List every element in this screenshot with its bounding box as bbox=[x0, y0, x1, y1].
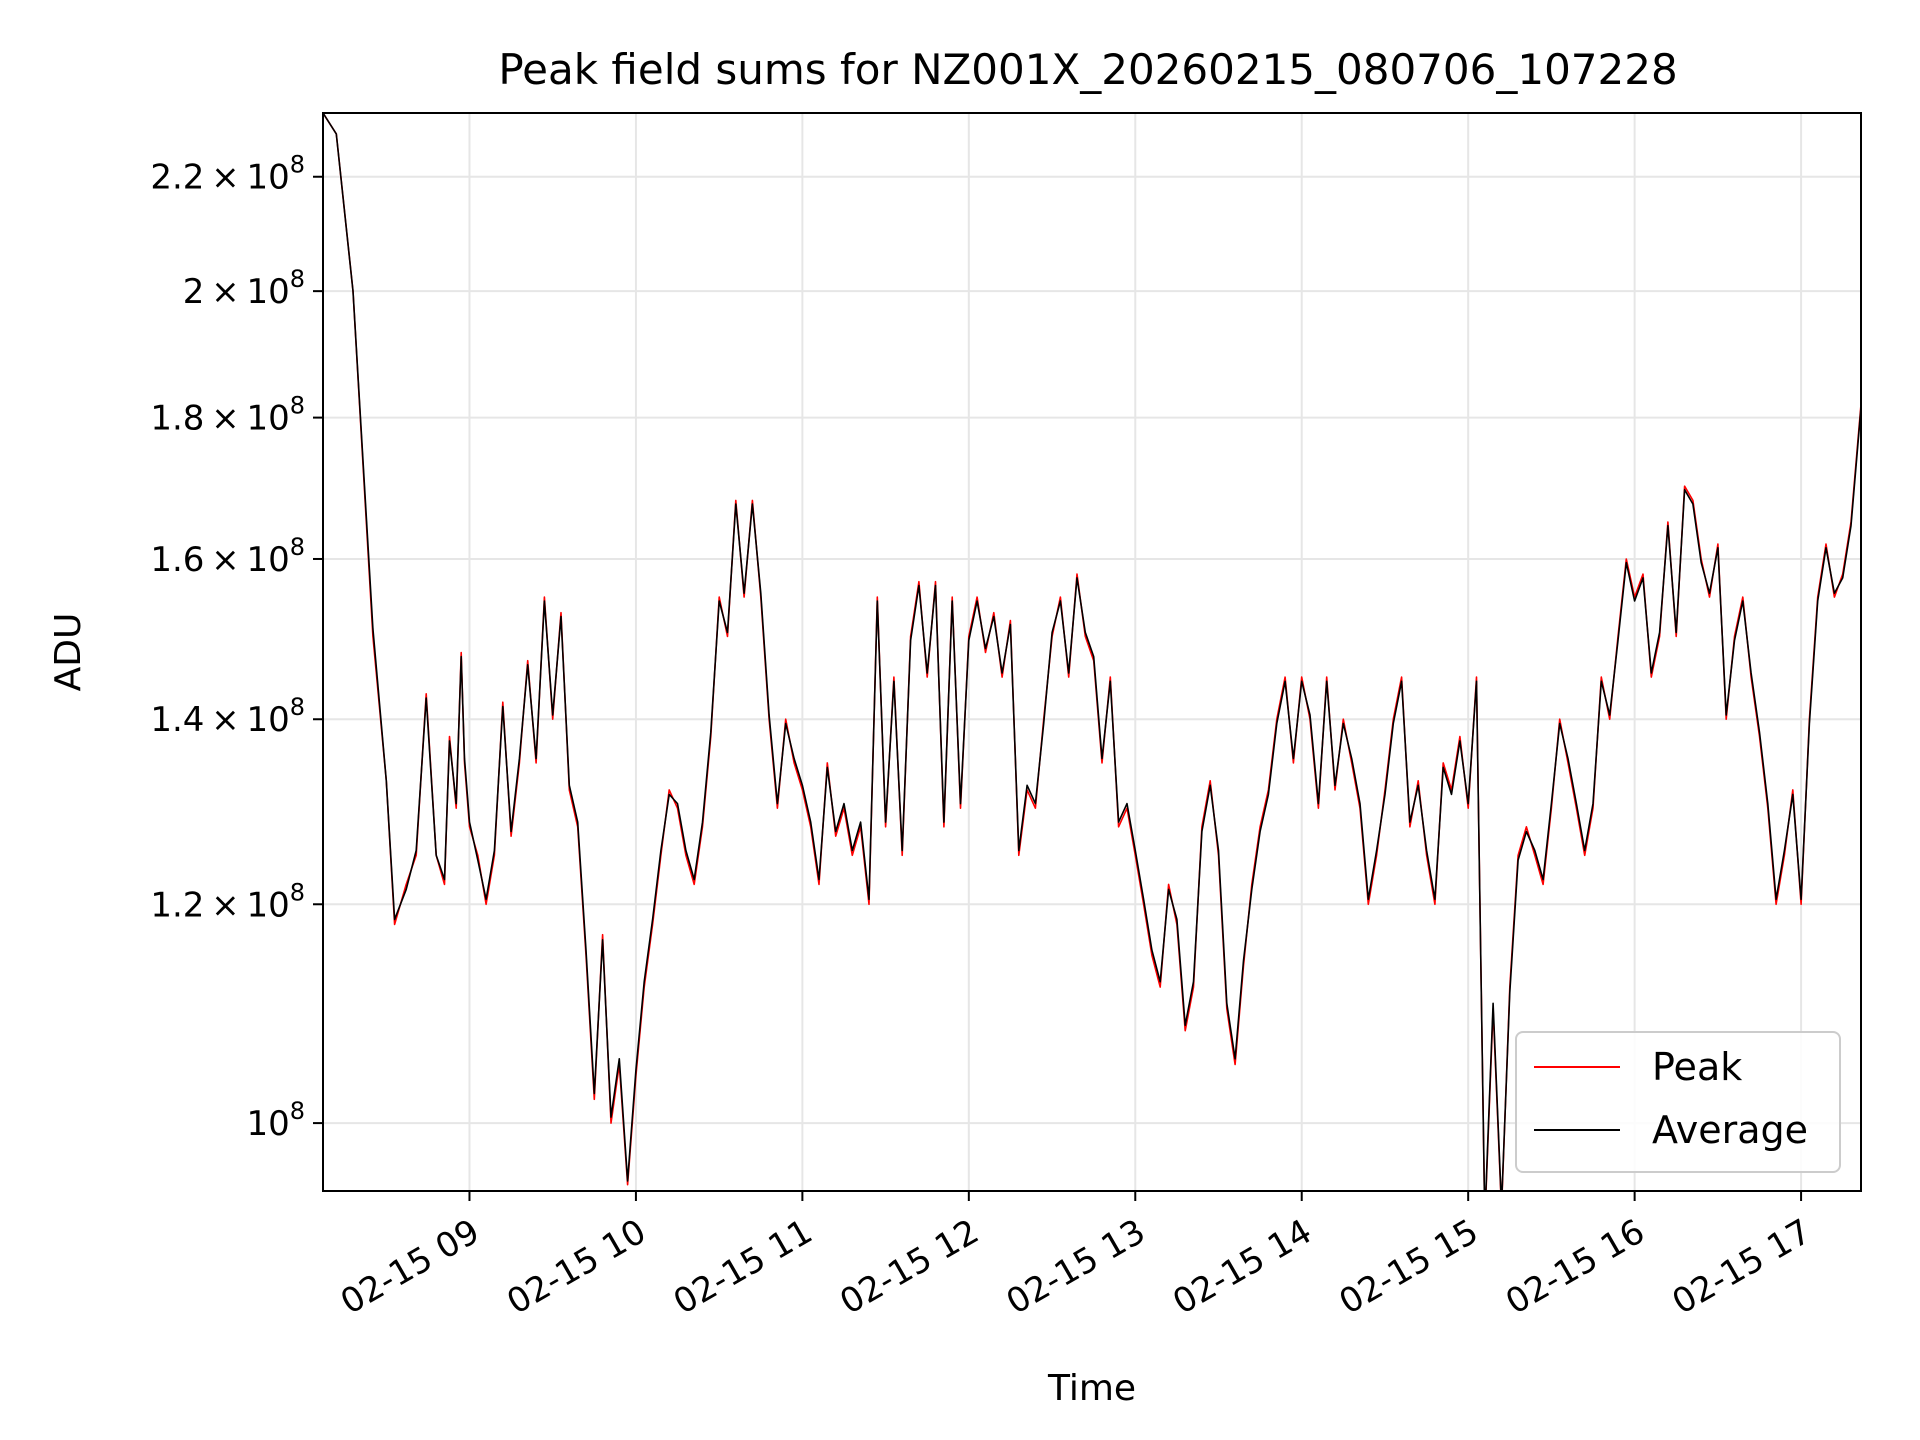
series-layer bbox=[323, 113, 1861, 1191]
y-tick-base: 1.2 × 10 bbox=[150, 885, 289, 925]
legend-label-average: Average bbox=[1652, 1108, 1808, 1152]
y-tick-label: 1.4 × 108 bbox=[150, 693, 305, 740]
y-axis-title: ADU bbox=[48, 613, 89, 692]
y-tick-label: 2.2 × 108 bbox=[150, 151, 305, 198]
y-tick-base: 2 × 10 bbox=[183, 272, 290, 312]
y-tick-base: 1.6 × 10 bbox=[150, 540, 289, 580]
plot-frame bbox=[322, 112, 1862, 1192]
y-tick-label: 2 × 108 bbox=[183, 265, 305, 312]
y-tick-base: 10 bbox=[246, 1104, 289, 1144]
y-tick-exponent: 8 bbox=[290, 878, 305, 906]
y-tick-base: 1.4 × 10 bbox=[150, 700, 289, 740]
y-tick-base: 2.2 × 10 bbox=[150, 158, 289, 198]
y-tick-exponent: 8 bbox=[290, 533, 305, 561]
y-tick-exponent: 8 bbox=[290, 693, 305, 721]
x-axis-title: Time bbox=[1047, 1368, 1136, 1409]
y-tick-exponent: 8 bbox=[290, 151, 305, 179]
y-tick-label: 108 bbox=[246, 1097, 305, 1144]
legend-label-peak: Peak bbox=[1652, 1045, 1742, 1089]
y-tick-label: 1.8 × 108 bbox=[150, 392, 305, 439]
legend: Peak Average bbox=[1515, 1031, 1841, 1173]
y-tick-exponent: 8 bbox=[290, 265, 305, 293]
y-tick-exponent: 8 bbox=[290, 1097, 305, 1125]
y-tick-exponent: 8 bbox=[290, 392, 305, 420]
y-tick-label: 1.2 × 108 bbox=[150, 878, 305, 925]
y-tick-label: 1.6 × 108 bbox=[150, 533, 305, 580]
chart-title: Peak field sums for NZ001X_20260215_0807… bbox=[498, 45, 1677, 94]
y-tick-base: 1.8 × 10 bbox=[150, 399, 289, 439]
series-line-average bbox=[323, 113, 1861, 1191]
